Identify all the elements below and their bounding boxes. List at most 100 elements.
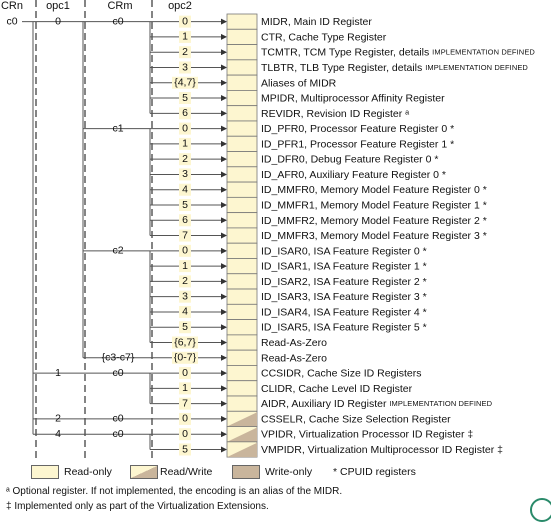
register-box [227, 381, 257, 396]
register-description: ID_ISAR5, ISA Feature Register 5 * [261, 322, 427, 334]
register-box [227, 197, 257, 212]
register-description-main: Aliases of MIDR [261, 77, 337, 89]
register-description-main: ID_ISAR3, ISA Feature Register 3 * [261, 291, 427, 303]
opc2-label: 1 [182, 382, 188, 394]
opc2-label: {6,7} [174, 336, 196, 348]
opc2-label: 7 [182, 397, 188, 409]
register-box [227, 274, 257, 289]
opc2-label: {0-7} [174, 352, 197, 364]
register-description: ID_DFR0, Debug Feature Register 0 * [261, 153, 438, 165]
opc2-label: 1 [182, 260, 188, 272]
opc2-label: 1 [182, 138, 188, 150]
register-description-main: TCMTR, TCM Type Register, details [261, 46, 432, 58]
register-description-main: CSSELR, Cache Size Selection Register [261, 413, 451, 425]
register-description: ID_ISAR0, ISA Feature Register 0 * [261, 245, 427, 257]
opc2-label: 0 [182, 428, 188, 440]
register-description: ID_PFR0, Processor Feature Register 0 * [261, 123, 454, 135]
opc2-label: 4 [182, 184, 188, 196]
register-description-impl-defined: IMPLEMENTATION DEFINED [425, 63, 528, 72]
opc1-label: 1 [55, 367, 61, 379]
opc2-label: 1 [182, 31, 188, 43]
opc2-label: 0 [182, 122, 188, 134]
register-box [227, 258, 257, 273]
header-crn: CRn [1, 0, 23, 12]
register-description: ID_PFR1, Processor Feature Register 1 * [261, 138, 454, 150]
register-box [227, 335, 257, 350]
crm-label: c0 [112, 15, 123, 27]
legend-cpuid-label: * CPUID registers [333, 466, 416, 478]
register-description-main: CCSIDR, Cache Size ID Registers [261, 367, 421, 379]
register-box [227, 365, 257, 380]
header-opc2: opc2 [168, 0, 192, 12]
register-description-main: TLBTR, TLB Type Register, details [261, 62, 425, 74]
register-description: MIDR, Main ID Register [261, 16, 372, 28]
opc2-label: 6 [182, 214, 188, 226]
register-description-main: ID_MMFR0, Memory Model Feature Register … [261, 184, 487, 196]
register-box [227, 106, 257, 121]
opc1-label: 0 [55, 15, 61, 27]
register-box [227, 289, 257, 304]
register-description: Read-As-Zero [261, 337, 327, 349]
legend-readonly-label: Read-only [64, 466, 112, 478]
register-description-main: REVIDR, Revision ID Register ᵃ [261, 108, 409, 120]
register-description-main: ID_MMFR3, Memory Model Feature Register … [261, 230, 487, 242]
register-box [227, 90, 257, 105]
opc1-label: 2 [55, 413, 61, 425]
register-description: ID_MMFR1, Memory Model Feature Register … [261, 199, 487, 211]
register-description: CSSELR, Cache Size Selection Register [261, 413, 451, 425]
register-description: CCSIDR, Cache Size ID Registers [261, 367, 421, 379]
header-opc1: opc1 [46, 0, 70, 12]
register-description-main: ID_ISAR1, ISA Feature Register 1 * [261, 260, 427, 272]
register-box [227, 350, 257, 365]
register-box [227, 167, 257, 182]
opc2-label: 4 [182, 306, 188, 318]
opc2-label: 0 [182, 367, 188, 379]
legend: Read-only Read/Write Write-only * CPUID … [0, 465, 551, 483]
footnote-virtualization: ‡ Implemented only as part of the Virtua… [6, 501, 269, 512]
register-box [227, 121, 257, 136]
register-description-impl-defined: IMPLEMENTATION DEFINED [389, 399, 492, 408]
opc2-label: {4,7} [174, 77, 196, 89]
legend-writeonly-swatch [232, 465, 260, 479]
register-description: VPIDR, Virtualization Processor ID Regis… [261, 428, 473, 440]
opc1-label: 4 [55, 428, 61, 440]
legend-readwrite-label: Read/Write [160, 466, 212, 478]
crn-label: c0 [6, 15, 17, 27]
legend-writeonly-label: Write-only [265, 466, 312, 478]
register-description: ID_ISAR4, ISA Feature Register 4 * [261, 306, 427, 318]
crm-label: c2 [112, 245, 123, 257]
register-description-main: VMPIDR, Virtualization Multiprocessor ID… [261, 444, 503, 456]
header-crm: CRm [107, 0, 132, 12]
crm-label: c0 [112, 428, 123, 440]
opc2-label: 0 [182, 245, 188, 257]
opc2-label: 3 [182, 61, 188, 73]
register-description-main: Read-As-Zero [261, 337, 327, 349]
opc2-label: 3 [182, 168, 188, 180]
register-description-main: ID_PFR1, Processor Feature Register 1 * [261, 138, 454, 150]
register-description: ID_AFR0, Auxiliary Feature Register 0 * [261, 169, 446, 181]
register-box [227, 152, 257, 167]
register-description: REVIDR, Revision ID Register ᵃ [261, 108, 409, 120]
register-box [227, 60, 257, 75]
register-description: MPIDR, Multiprocessor Affinity Register [261, 92, 445, 104]
register-description: ID_ISAR1, ISA Feature Register 1 * [261, 260, 427, 272]
register-description: AIDR, Auxiliary ID Register IMPLEMENTATI… [261, 398, 493, 410]
opc2-label: 7 [182, 229, 188, 241]
register-box [227, 136, 257, 151]
crm-label: c0 [112, 413, 123, 425]
register-description: TCMTR, TCM Type Register, details IMPLEM… [261, 46, 535, 58]
register-description-main: VPIDR, Virtualization Processor ID Regis… [261, 428, 473, 440]
logo-icon [530, 498, 551, 522]
opc2-label: 5 [182, 443, 188, 455]
register-description-main: ID_PFR0, Processor Feature Register 0 * [261, 123, 454, 135]
register-description: ID_MMFR2, Memory Model Feature Register … [261, 215, 487, 227]
register-description: ID_ISAR2, ISA Feature Register 2 * [261, 276, 427, 288]
register-box [227, 75, 257, 90]
opc2-label: 3 [182, 290, 188, 302]
register-description: CLIDR, Cache Level ID Register [261, 383, 413, 395]
legend-readonly-swatch [31, 465, 59, 479]
register-box [227, 320, 257, 335]
register-description: ID_ISAR3, ISA Feature Register 3 * [261, 291, 427, 303]
register-description-main: ID_ISAR4, ISA Feature Register 4 * [261, 306, 427, 318]
register-description-main: ID_ISAR5, ISA Feature Register 5 * [261, 322, 427, 334]
